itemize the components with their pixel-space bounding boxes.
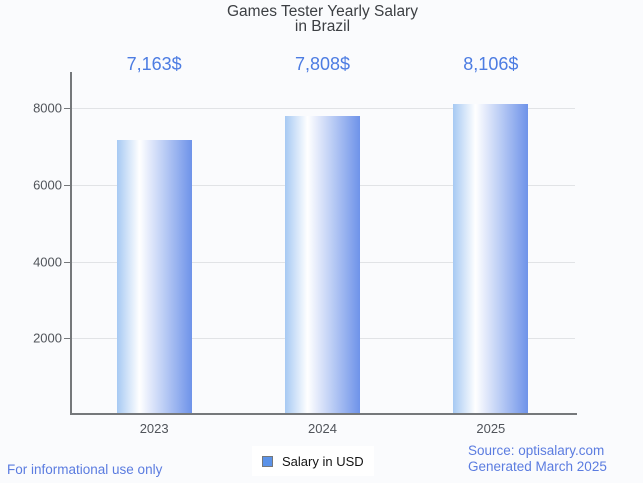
x-axis-label-2023: 2023 (139, 421, 169, 436)
source-text: Source: optisalary.com (468, 443, 605, 458)
source-block: Source: optisalary.com Generated March 2… (468, 443, 607, 474)
x-axis-label-2024: 2024 (308, 421, 337, 436)
y-tick-4000 (64, 261, 70, 263)
chart-title: Games Tester Yearly Salary in Brazil (0, 3, 643, 35)
legend: Salary in USD (252, 446, 374, 476)
y-axis-label-8000: 8000 (33, 100, 62, 116)
value-label-2023: 7,163$ (126, 54, 182, 74)
disclaimer-text: For informational use only (7, 462, 163, 477)
chart-title-line2: in Brazil (294, 18, 351, 35)
legend-label: Salary in USD (282, 453, 364, 469)
value-label-2024: 7,808$ (294, 54, 351, 74)
value-label-2025: 8,106$ (463, 54, 519, 74)
x-axis-line (70, 413, 577, 415)
generated-text: Generated March 2025 (468, 458, 607, 474)
y-tick-6000 (64, 184, 70, 186)
y-tick-8000 (64, 108, 70, 110)
legend-swatch-icon (262, 455, 273, 467)
x-axis-label-2025: 2025 (476, 421, 506, 436)
y-axis-label-4000: 4000 (33, 254, 62, 270)
bar-2025 (453, 104, 529, 415)
y-tick-2000 (64, 338, 70, 340)
y-axis-label-2000: 2000 (33, 330, 62, 346)
bar-2023 (116, 140, 192, 415)
gridline-8000 (72, 108, 575, 110)
bar-2024 (285, 115, 360, 415)
y-axis-line (70, 72, 72, 415)
chart-title-line1: Games Tester Yearly Salary (227, 3, 418, 20)
y-axis-label-6000: 6000 (33, 177, 62, 193)
